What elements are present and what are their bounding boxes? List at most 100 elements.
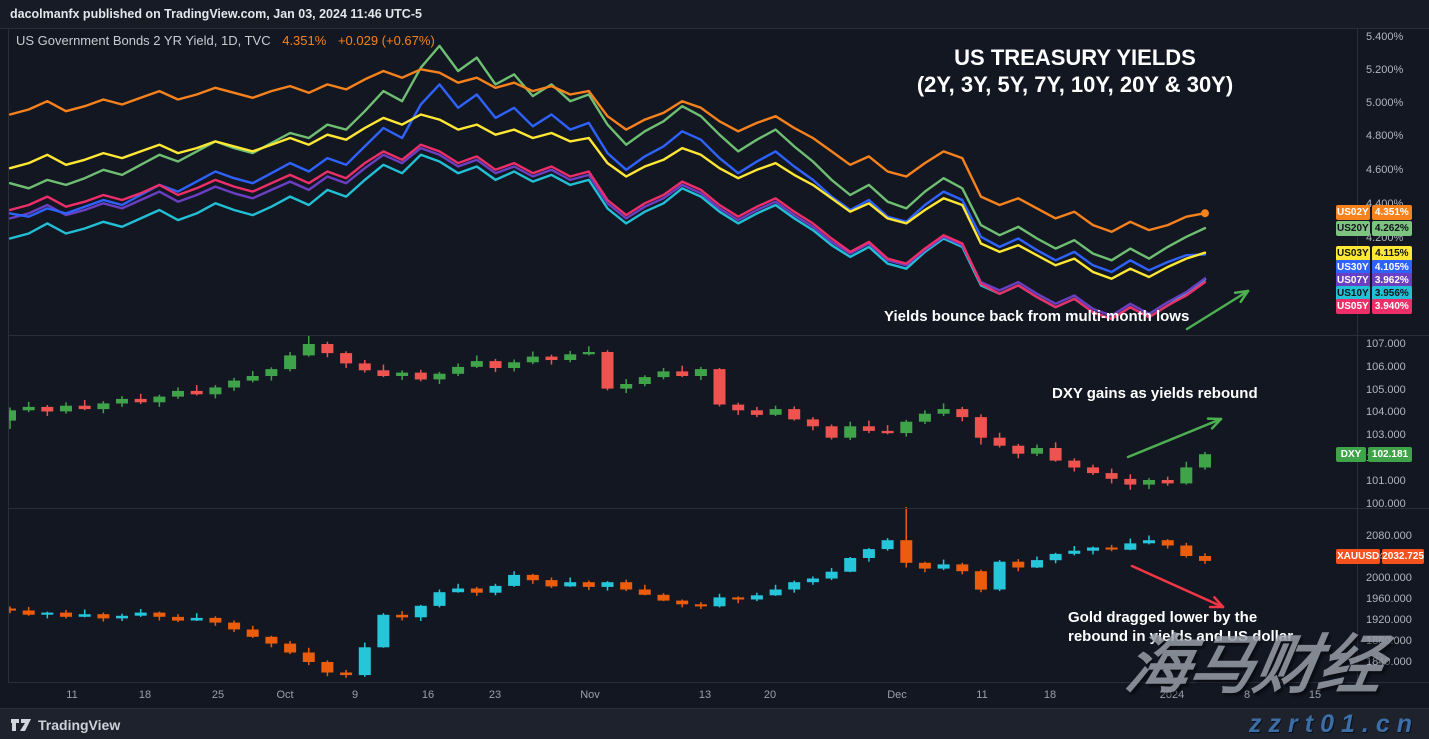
yield-line-us02y [8,68,1207,234]
symbol-title[interactable]: US Government Bonds 2 YR Yield, 1D, TVC [16,33,271,48]
time-tick: 13 [698,689,712,701]
dxy-candle-body [228,380,241,388]
dxy-candle-body [1087,467,1099,474]
price-tick: 1920.000 [1366,614,1412,626]
xauusd-candle-body [1049,553,1062,561]
series-ticker: US30Y [1336,260,1370,275]
dxy-candle-body [750,410,763,415]
xauusd-candle-body [657,594,670,601]
price-tick: 105.000 [1366,384,1406,396]
dxy-candle-body [694,369,707,376]
dxy-candle-body [657,371,670,378]
dxy-candle-body [769,409,782,415]
panel-divider-yields-dxy[interactable] [8,335,1429,336]
dxy-candle-body [582,352,595,355]
time-tick: 20 [763,689,777,701]
xauusd-candle-body [396,614,409,618]
dxy-candle-body [246,376,259,381]
xauusd-candle-body [78,614,91,617]
xauusd-candle-body [564,582,577,587]
time-axis-border [8,682,1429,683]
dxy-candle-body [97,403,110,410]
xauusd-candle-body [190,617,203,621]
xauusd-candle-body [638,589,651,595]
series-price-label-us05y: US05Y 3.940% [1336,299,1412,314]
xauusd-candle-body [22,610,35,615]
series-price-label-us20y: US20Y 4.262% [1336,221,1412,236]
dxy-candle-body [340,353,353,364]
dxy-candle-body [900,421,913,434]
price-tick: 4.600% [1366,164,1404,176]
time-tick: 11 [66,689,78,701]
xauusd-candle-body [340,672,353,676]
price-tick: 107.000 [1366,338,1406,350]
xauusd-candle-body [545,580,558,587]
xauusd-candle-body [750,595,763,600]
xauusd-candle-body [1199,556,1211,561]
tradingview-logo-icon[interactable] [10,716,32,734]
yields-up-arrow-head [1239,289,1250,304]
xauusd-candle-body [134,612,147,616]
symbol-legend[interactable]: US Government Bonds 2 YR Yield, 1D, TVC … [16,33,435,48]
dxy-candle-body [265,369,278,376]
xauusd-candle-body [1124,543,1137,550]
xauusd-candle-body [1012,561,1025,568]
series-last-value: 4.262% [1371,221,1412,236]
series-ticker: XAUUSD [1336,549,1381,564]
dxy-candle-body [732,404,745,411]
price-tick: 103.000 [1366,429,1406,441]
yields-note-annotation: Yields bounce back from multi-month lows [884,308,1190,325]
dxy-candle-body [8,410,16,421]
dxy-candle-body [414,372,427,380]
series-ticker: US05Y [1336,299,1370,314]
yield-line-us03y [8,113,1207,280]
xauusd-candle-body [41,612,54,615]
dxy-candle-body [825,426,838,438]
xauusd-candle-body [526,574,539,581]
dxy-candle-body [134,398,147,403]
xauusd-candle-body [676,600,689,605]
dxy-candle-body [116,398,128,404]
tradingview-brand[interactable]: TradingView [38,716,121,733]
xauusd-candle-body [228,622,241,630]
time-tick: 16 [421,689,435,701]
series-price-label-us30y: US30Y 4.105% [1336,260,1412,275]
xauusd-candle-body [881,540,894,550]
xauusd-candle-body [694,604,707,607]
series-last-value: 3.956% [1371,286,1412,301]
price-tick: 5.200% [1366,64,1404,76]
panel-divider-dxy-gold[interactable] [8,508,1429,509]
xauusd-candle-body [1031,560,1043,568]
yield-line-us07y [8,146,1207,317]
series-price-label-us03y: US03Y 4.115% [1336,246,1412,261]
xauusd-candle-body [918,562,931,569]
time-tick: Nov [580,689,600,701]
dxy-candle-body [1105,473,1118,479]
dxy-candle-body [22,406,35,411]
xauusd-candle-body [433,592,446,606]
dxy-candle-body [284,355,297,370]
price-chart-canvas[interactable] [8,28,1357,682]
yields-up-arrow [1185,289,1250,331]
publish-info-link[interactable]: dacolmanfx published on TradingView.com,… [10,7,422,21]
price-tick: 104.000 [1366,406,1406,418]
series-last-value: 3.962% [1371,273,1412,288]
series-ticker: US03Y [1336,246,1370,261]
dxy-candle-body [937,409,950,414]
xauusd-candle-body [302,652,315,662]
time-axis[interactable]: 11 18 25 Oct 9 16 23 Nov 13 20 Dec 11 18 2024 8 15 [8,682,1357,708]
dxy-candle-body [433,373,446,380]
time-tick: 2024 [1159,689,1185,701]
xauusd-candle-body [265,636,278,644]
dxy-candle-body [153,396,166,403]
xauusd-candle-body [769,589,782,596]
dxy-candle-body [489,361,502,368]
xauusd-candle-body [1105,547,1118,550]
series-price-label-dxy: DXY 102.181 [1336,447,1412,462]
dxy-candle-body [881,430,894,434]
dxy-candle-body [1143,480,1155,485]
series-ticker: US02Y [1336,205,1370,220]
time-tick: 11 [976,689,988,701]
price-change: +0.029 (+0.67%) [337,33,435,48]
dxy-candle-body [396,372,409,376]
